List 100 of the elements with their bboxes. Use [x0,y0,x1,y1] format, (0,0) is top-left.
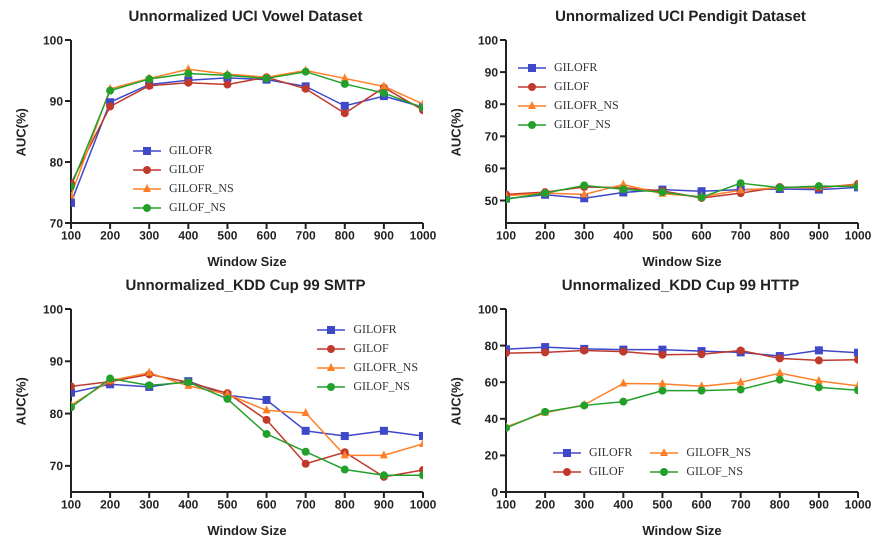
x-tick-label: 600 [692,228,712,243]
y-axis-title: AUC(%) [14,108,29,156]
x-tick-label: 700 [296,228,316,243]
y-tick-label: 20 [484,448,498,463]
y-tick-label: 100 [478,33,498,48]
chart-title: Unnormalized UCI Vowel Dataset [128,8,364,27]
point [302,460,310,468]
point [223,80,232,89]
x-tick-label: 300 [139,498,160,512]
legend-label: GILOF_NS [686,464,744,479]
y-axis-title: AUC(%) [448,108,464,156]
point [814,376,823,384]
x-tick-label: 700 [730,498,751,512]
point [340,102,349,110]
point [814,346,823,354]
point [106,86,114,95]
point [736,179,745,188]
x-tick-label: 800 [334,498,356,512]
legend-label: GILOFR_NS [353,360,418,375]
legend-label: GILOF_NS [353,379,410,394]
y-tick-label: 90 [50,354,64,369]
x-tick-label: 100 [60,228,82,243]
x-tick-label: 600 [256,228,277,243]
point [580,189,588,198]
y-tick-label: 50 [484,194,498,208]
x-tick-label: 600 [256,498,277,512]
point [619,378,628,386]
point [658,386,666,395]
legend-label: GILOFR [589,445,632,460]
legend-label: GILOF [554,79,590,94]
point [658,350,666,359]
x-axis-title: Window Size [207,254,287,269]
x-tick-label: 100 [496,228,516,243]
point [184,78,192,87]
y-tick-label: 40 [484,412,498,426]
x-tick-label: 400 [178,228,199,243]
x-axis-title: Window Size [642,523,722,538]
y-tick-label: 70 [50,216,64,230]
x-tick-label: 700 [730,228,751,243]
point [380,89,388,98]
x-tick-label: 500 [217,498,238,512]
chart-title: Unnormalized_KDD Cup 99 SMTP [124,277,367,296]
y-tick-label: 70 [484,130,498,144]
point [262,430,271,438]
legend-label: GILOF [169,162,204,177]
point [184,70,192,78]
x-tick-label: 900 [808,228,830,243]
legend-label: GILOFR [169,143,212,158]
x-tick-label: 1000 [410,228,437,243]
x-tick-label: 200 [100,498,120,512]
point [736,377,745,386]
legend-label: GILOF [353,341,389,356]
y-tick-label: 80 [50,155,64,170]
y-tick-label: 60 [484,162,498,176]
x-tick-label: 100 [60,498,82,512]
legend-label: GILOFR_NS [169,181,234,196]
point [262,416,271,424]
point [380,450,388,458]
point [302,426,310,435]
point [302,408,310,416]
x-axis-title: Window Size [642,254,722,269]
x-tick-label: 300 [139,228,160,243]
x-tick-label: 800 [334,228,356,243]
legend-label: GILOFR_NS [554,98,619,113]
point [302,84,310,93]
x-tick-label: 400 [613,498,634,512]
point [262,396,271,404]
y-tick-label: 70 [50,459,64,474]
x-tick-label: 1000 [844,498,872,512]
y-tick-label: 80 [50,406,64,421]
point [340,80,349,88]
point [698,386,706,395]
point [262,405,271,414]
point [814,356,823,364]
x-tick-label: 900 [808,498,830,512]
point [302,448,310,456]
x-tick-label: 800 [770,228,790,243]
legend-label: GILOF_NS [554,117,611,132]
point [340,466,349,474]
legend-label: GILOF [589,464,624,479]
x-tick-label: 500 [652,228,673,243]
point [223,394,232,403]
legend-label: GILOFR_NS [686,445,752,460]
y-axis-title: AUC(%) [14,377,29,426]
point [340,432,349,440]
point [380,81,388,90]
y-tick-label: 80 [484,338,498,353]
legend-label: GILOFR [353,322,397,337]
x-tick-label: 700 [296,498,316,512]
point [380,426,388,435]
legend-label: GILOF_NS [169,200,226,215]
point [736,386,745,394]
chart-title: Unnormalized UCI Pendigit Dataset [554,8,807,27]
point [776,376,784,384]
point [145,368,154,376]
x-tick-label: 400 [178,498,199,512]
x-tick-label: 600 [692,498,712,512]
x-axis-title: Window Size [207,523,287,538]
x-tick-label: 200 [100,228,120,243]
x-tick-label: 400 [613,228,634,243]
